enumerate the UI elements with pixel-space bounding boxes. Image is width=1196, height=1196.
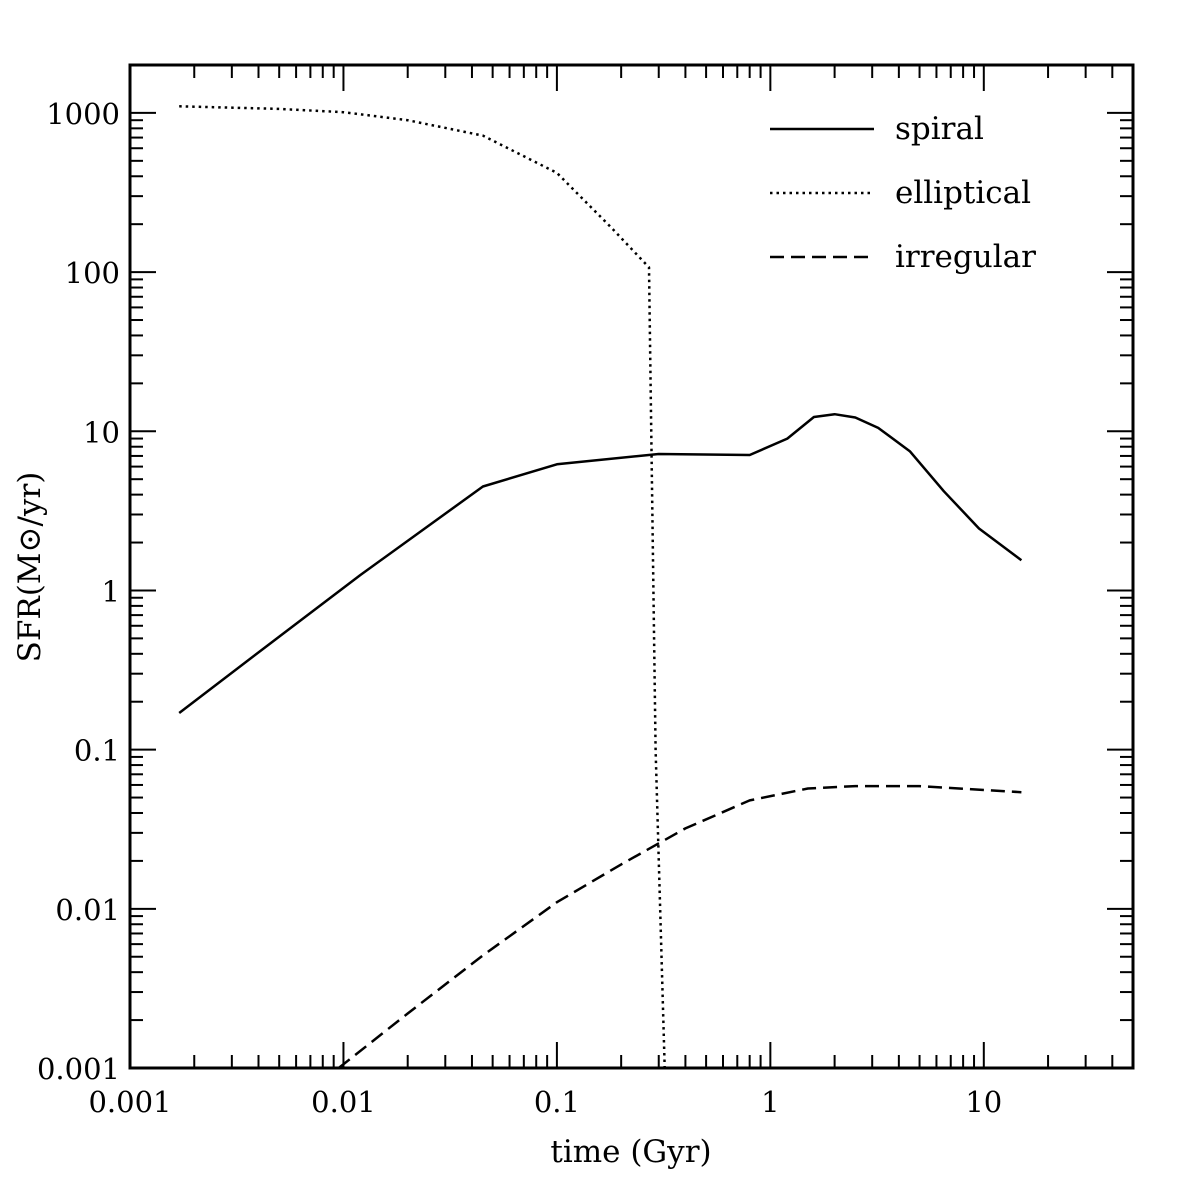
tick-labels: 0.001 0.01 0.1 1 10 0.001 0.01 0.1 1 10 100 1000	[37, 97, 1002, 1119]
series-layer	[178, 105, 1023, 1069]
legend-label-elliptical: elliptical	[895, 175, 1031, 211]
x-axis-title: time (Gyr)	[550, 1134, 711, 1170]
y-axis-title: SFR(M⊙/yr)	[12, 472, 48, 663]
series-line-irregular	[337, 784, 1022, 1069]
y-tick-label: 1	[102, 574, 120, 608]
legend: spiral elliptical irregular	[770, 111, 1036, 275]
legend-label-spiral: spiral	[895, 111, 984, 147]
y-tick-label: 100	[65, 256, 120, 290]
y-tick-label: 0.1	[74, 734, 120, 768]
x-tick-label: 0.01	[311, 1085, 376, 1119]
legend-label-irregular: irregular	[895, 239, 1036, 275]
y-tick-label: 0.001	[37, 1052, 120, 1086]
series-line-elliptical	[179, 105, 666, 1069]
x-tick-label: 0.001	[88, 1085, 171, 1119]
y-tick-label: 10	[83, 415, 120, 449]
x-tick-label: 1	[761, 1085, 779, 1119]
y-tick-label: 1000	[46, 97, 120, 131]
series-line-spiral	[178, 412, 1023, 714]
x-tick-label: 10	[965, 1085, 1002, 1119]
plot-frame	[128, 63, 1135, 1070]
y-tick-label: 0.01	[55, 893, 120, 927]
axis-ticks	[129, 64, 1134, 1069]
x-tick-label: 0.1	[534, 1085, 580, 1119]
